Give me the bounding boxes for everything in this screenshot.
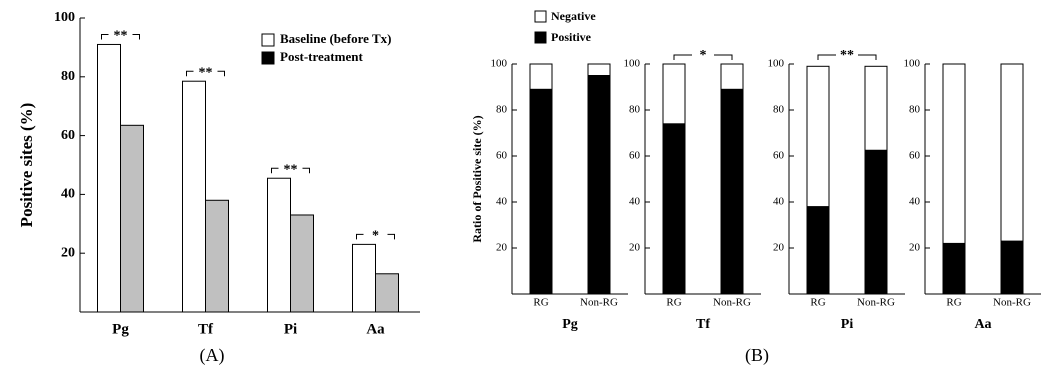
y-tick-label: 100 [491,58,508,70]
bar [375,273,399,313]
bracket-gap [363,232,388,237]
bar-segment [662,123,686,295]
bar-segment [806,206,830,295]
y-tick-label: 20 [496,242,508,254]
y-tick-label: 40 [629,196,641,208]
x-tick-label: Pg [112,321,129,337]
significance-label: * [372,229,379,244]
significance-label: ** [114,29,128,44]
legend-swatch [261,51,275,65]
bar [290,214,314,313]
y-tick-label: 100 [54,10,75,25]
bar [205,199,229,313]
legend-swatch [261,33,275,47]
bar-segment [720,63,744,90]
significance-label: ** [199,65,213,80]
x-tick-label: RG [946,297,961,309]
y-tick-label: 100 [624,58,641,70]
bar-segment [864,65,888,151]
legend-label: Baseline (before Tx) [280,31,391,46]
bar-segment [942,242,966,295]
x-tick-label: RG [533,297,548,309]
legend-swatch [534,31,547,44]
significance-label: * [700,48,707,63]
bracket-gap [108,32,133,37]
panel-title: Tf [696,317,710,332]
bar-segment [864,149,888,295]
bar [352,243,376,313]
bracket-gap [278,166,303,171]
bar [267,177,291,313]
y-tick-label: 60 [496,150,508,162]
y-axis-label: Positive sites (%) [17,103,36,228]
x-tick-label: Non-RG [993,297,1031,309]
bar-segment [662,63,686,125]
bracket-gap [692,53,714,57]
bracket-gap [836,53,858,57]
bar-segment [1000,63,1024,242]
bracket-gap [193,69,218,74]
legend-label: Positive [551,30,592,44]
panel-title: Pg [562,317,578,332]
bar-segment [587,63,611,76]
y-tick-label: 20 [773,242,785,254]
legend-label: Negative [551,9,596,23]
significance-label: ** [284,162,298,177]
y-tick-label: 20 [629,242,641,254]
panel-title: Pi [841,317,854,332]
y-tick-label: 60 [773,150,785,162]
y-tick-label: 40 [909,196,921,208]
bar [120,124,144,313]
legend-swatch [534,10,547,23]
significance-label: ** [840,48,854,63]
x-tick-label: RG [810,297,825,309]
y-tick-label: 80 [61,69,75,84]
y-tick-label: 60 [909,150,921,162]
y-tick-label: 40 [61,187,75,202]
x-tick-label: Non-RG [580,297,618,309]
bar-segment [806,65,830,208]
x-tick-label: Non-RG [713,297,751,309]
bar-segment [720,88,744,295]
x-tick-label: Non-RG [857,297,895,309]
y-tick-label: 80 [773,104,785,116]
bar-segment [587,75,611,295]
y-tick-label: 20 [909,242,921,254]
legend-label: Post-treatment [280,49,363,64]
bar-segment [942,63,966,244]
y-axis-label: Ratio of Positive site (%) [470,115,484,242]
y-tick-label: 20 [61,245,75,260]
y-tick-label: 40 [773,196,785,208]
x-tick-label: Tf [198,321,214,337]
bar [182,80,206,313]
x-tick-label: Aa [366,321,385,337]
y-tick-label: 60 [629,150,641,162]
bar-segment [529,63,553,90]
bar-segment [1000,240,1024,295]
bar [97,43,121,313]
bar-segment [529,88,553,295]
x-tick-label: RG [666,297,681,309]
y-tick-label: 80 [629,104,641,116]
y-tick-label: 100 [904,58,921,70]
y-tick-label: 100 [768,58,785,70]
panel-caption: (A) [200,345,225,366]
y-tick-label: 80 [496,104,508,116]
y-tick-label: 60 [61,128,75,143]
y-tick-label: 40 [496,196,508,208]
panel-title: Aa [974,317,991,332]
y-tick-label: 80 [909,104,921,116]
panel-caption: (B) [745,345,769,366]
x-tick-label: Pi [284,321,297,337]
